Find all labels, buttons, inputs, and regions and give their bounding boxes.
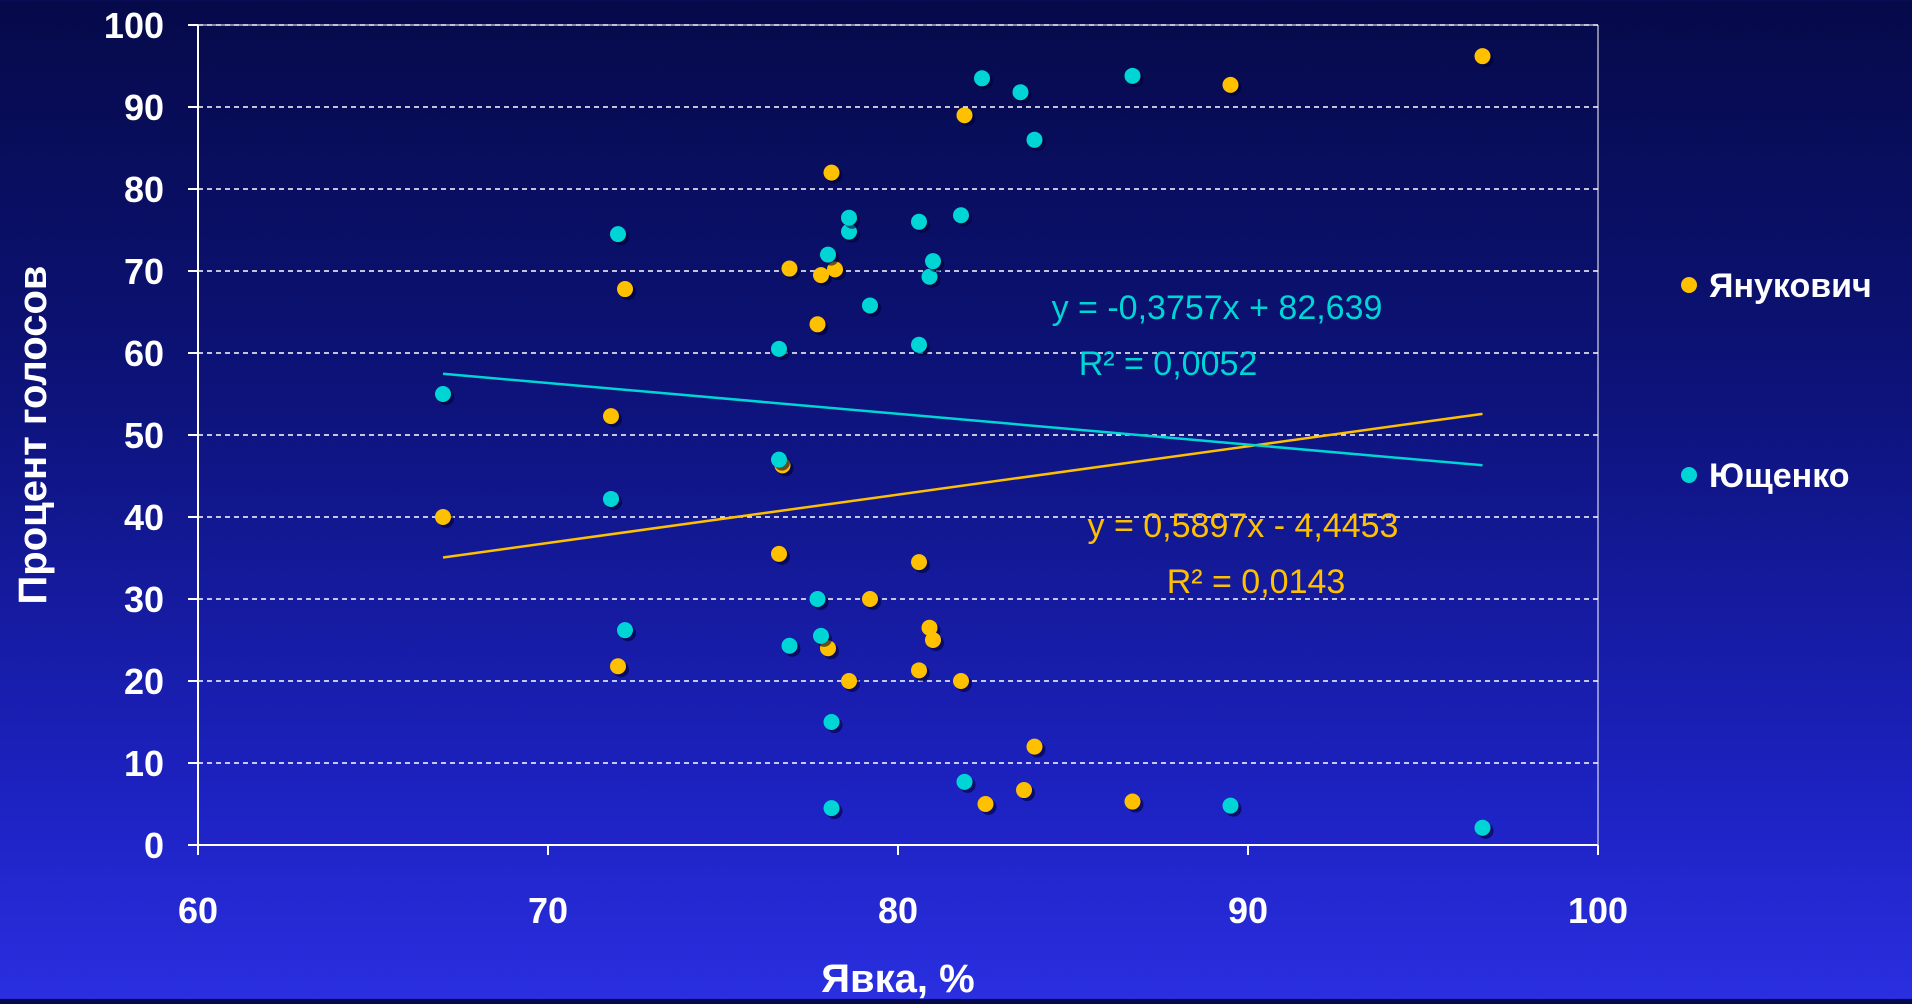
data-point-series-0 xyxy=(1124,793,1141,810)
trend-equation-series-0: y = 0,5897x - 4,4453 xyxy=(1088,507,1399,545)
y-tick-label: 80 xyxy=(124,169,164,210)
data-point-series-0 xyxy=(1016,782,1032,799)
trend-r2-series-1: R² = 0,0052 xyxy=(1079,345,1258,383)
data-point-series-1 xyxy=(1222,797,1239,814)
data-point-series-0 xyxy=(925,632,941,648)
data-point-series-0 xyxy=(921,619,938,636)
y-tick-label: 60 xyxy=(124,333,164,374)
data-point-series-1 xyxy=(603,490,619,507)
data-point-series-1 xyxy=(953,207,969,224)
x-tick-label: 90 xyxy=(1228,890,1268,931)
y-tick-label: 10 xyxy=(124,743,164,784)
points-layer xyxy=(435,48,1494,839)
data-point-series-1 xyxy=(911,336,927,353)
data-point-series-1 xyxy=(1124,67,1141,84)
y-tick-label: 50 xyxy=(124,415,164,456)
data-point-series-1 xyxy=(862,297,878,314)
x-axis-title: Явка, % xyxy=(821,957,974,999)
data-point-series-1 xyxy=(781,637,798,654)
data-point-series-1 xyxy=(974,70,990,87)
data-point-series-0 xyxy=(1474,48,1491,65)
data-point-series-0 xyxy=(841,673,857,689)
data-point-series-0 xyxy=(953,673,969,689)
trendline-series-1 xyxy=(442,372,1483,467)
trendline-series-0 xyxy=(442,412,1483,559)
data-point-series-1 xyxy=(841,209,857,226)
legend-label-series-1: Ющенко xyxy=(1709,457,1850,495)
y-tick-label: 70 xyxy=(124,251,164,292)
data-point-series-0 xyxy=(1026,738,1043,755)
legend-marker-series-1 xyxy=(1681,467,1697,483)
legend: Янукович Ющенко xyxy=(1681,267,1872,495)
trend-r2-series-0: R² = 0,0143 xyxy=(1167,563,1346,601)
data-point-series-0 xyxy=(977,796,994,812)
y-tick-label: 100 xyxy=(104,5,164,46)
data-point-series-1 xyxy=(771,451,787,468)
legend-marker-series-0 xyxy=(1681,277,1697,293)
trendline-layer xyxy=(442,372,1483,559)
y-axis-title: Процент голосов xyxy=(11,266,55,605)
data-point-series-1 xyxy=(813,627,829,644)
data-point-series-0 xyxy=(823,164,840,181)
data-point-series-1 xyxy=(911,213,927,230)
x-tick-label: 80 xyxy=(878,890,918,931)
data-point-series-0 xyxy=(813,267,829,284)
data-point-series-1 xyxy=(617,622,633,639)
data-point-series-0 xyxy=(771,545,787,562)
data-point-series-1 xyxy=(956,773,973,790)
axes-layer xyxy=(188,24,1599,855)
y-tick-label: 40 xyxy=(124,497,164,538)
data-point-series-1 xyxy=(820,246,836,263)
data-point-series-1 xyxy=(823,800,840,817)
data-point-series-1 xyxy=(1026,131,1043,148)
data-point-series-0 xyxy=(911,662,927,679)
x-tick-label: 60 xyxy=(178,890,218,931)
data-point-series-1 xyxy=(809,591,826,607)
data-point-series-1 xyxy=(610,226,626,243)
x-tick-label: 100 xyxy=(1568,890,1628,931)
y-tick-label: 20 xyxy=(124,661,164,702)
data-point-series-0 xyxy=(610,658,626,675)
data-point-series-0 xyxy=(781,260,798,277)
trend-equation-series-1: y = -0,3757x + 82,639 xyxy=(1052,289,1383,327)
data-point-series-0 xyxy=(956,107,973,124)
y-tick-label: 30 xyxy=(124,579,164,620)
grid-layer xyxy=(198,24,1598,764)
data-point-series-0 xyxy=(1222,76,1239,93)
data-point-series-1 xyxy=(823,714,840,730)
legend-label-series-0: Янукович xyxy=(1709,267,1872,305)
data-point-series-0 xyxy=(603,408,619,425)
data-point-series-1 xyxy=(1012,84,1029,101)
data-point-series-0 xyxy=(617,281,633,298)
data-point-series-0 xyxy=(809,316,826,333)
y-tick-label: 90 xyxy=(124,87,164,128)
data-point-series-0 xyxy=(911,554,927,571)
data-point-series-1 xyxy=(771,340,787,357)
data-point-series-0 xyxy=(862,591,878,607)
labels-layer: 0 10 20 30 40 50 60 70 80 90 100 60 70 80 90 100 Явка, %… xyxy=(11,5,1628,1001)
y-tick-label: 0 xyxy=(144,825,164,866)
data-point-series-1 xyxy=(921,268,938,285)
data-point-series-1 xyxy=(1474,819,1491,836)
x-tick-label: 70 xyxy=(528,890,568,931)
data-point-series-1 xyxy=(435,386,451,402)
data-point-series-1 xyxy=(925,253,941,270)
data-point-series-0 xyxy=(435,509,451,525)
